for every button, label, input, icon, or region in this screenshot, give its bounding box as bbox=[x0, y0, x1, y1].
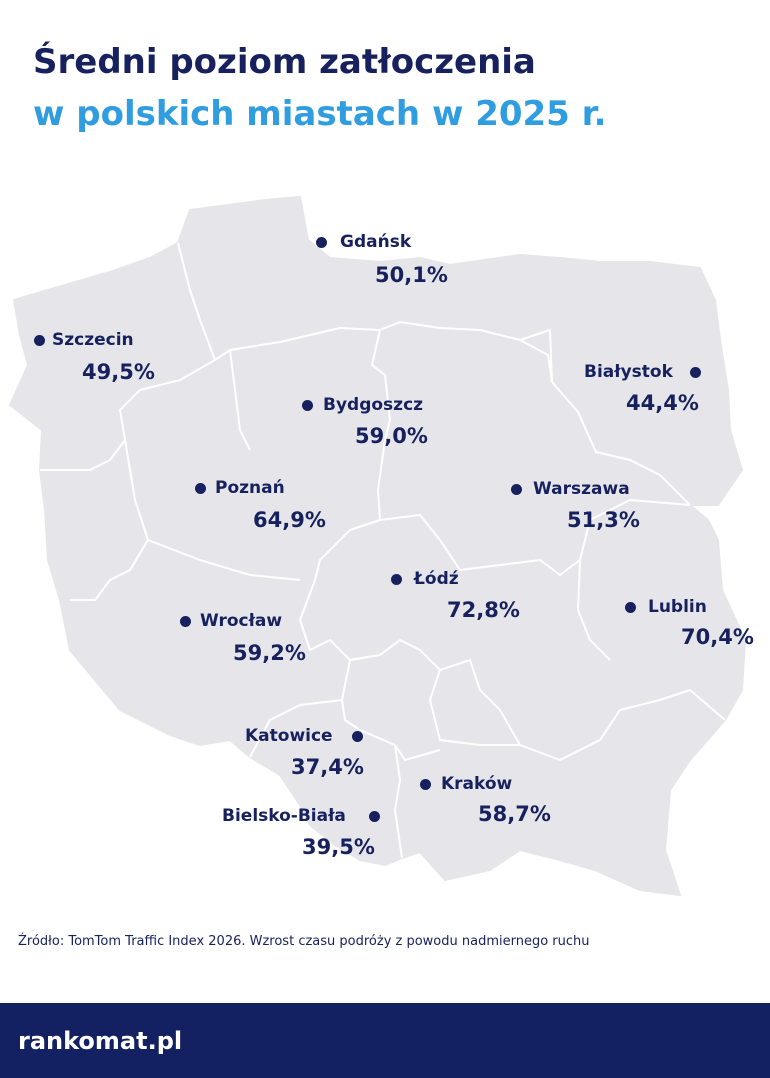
city-marker-lodz bbox=[391, 574, 402, 585]
page-title: Średni poziom zatłoczenia bbox=[33, 42, 536, 82]
city-marker-poznan bbox=[195, 483, 206, 494]
city-marker-bydgoszcz bbox=[302, 400, 313, 411]
city-name-bydgoszcz: Bydgoszcz bbox=[323, 395, 424, 415]
city-value-lodz: 72,8% bbox=[447, 598, 520, 622]
city-value-szczecin: 49,5% bbox=[82, 360, 155, 384]
voivodeship-borders bbox=[40, 242, 726, 859]
footer-bar: rankomat.pl bbox=[0, 1003, 770, 1078]
city-value-bialystok: 44,4% bbox=[626, 391, 699, 415]
city-marker-krakow bbox=[420, 779, 431, 790]
city-marker-lublin bbox=[625, 602, 636, 613]
city-value-bydgoszcz: 59,0% bbox=[355, 424, 428, 448]
city-marker-katowice bbox=[352, 731, 363, 742]
city-marker-wroclaw bbox=[180, 616, 191, 627]
city-name-katowice: Katowice bbox=[245, 726, 333, 746]
city-name-lublin: Lublin bbox=[648, 597, 707, 617]
city-name-lodz: Łódź bbox=[414, 569, 459, 589]
city-marker-szczecin bbox=[34, 335, 45, 346]
city-value-gdansk: 50,1% bbox=[375, 263, 448, 287]
city-name-poznan: Poznań bbox=[215, 478, 285, 498]
city-value-lublin: 70,4% bbox=[681, 625, 754, 649]
city-marker-gdansk bbox=[316, 237, 327, 248]
city-value-warszawa: 51,3% bbox=[567, 508, 640, 532]
city-name-bielsko-biala: Bielsko-Biała bbox=[222, 806, 346, 826]
city-marker-bialystok bbox=[690, 367, 701, 378]
city-name-warszawa: Warszawa bbox=[533, 479, 630, 499]
poland-outline bbox=[8, 195, 747, 897]
city-value-bielsko-biala: 39,5% bbox=[302, 835, 375, 859]
city-name-krakow: Kraków bbox=[441, 774, 513, 794]
city-value-poznan: 64,9% bbox=[253, 508, 326, 532]
city-value-wroclaw: 59,2% bbox=[233, 641, 306, 665]
city-name-wroclaw: Wrocław bbox=[200, 611, 283, 631]
page-subtitle: w polskich miastach w 2025 r. bbox=[33, 94, 607, 134]
city-marker-warszawa bbox=[511, 484, 522, 495]
city-name-szczecin: Szczecin bbox=[52, 330, 134, 350]
city-value-katowice: 37,4% bbox=[291, 755, 364, 779]
city-name-bialystok: Białystok bbox=[584, 362, 673, 382]
brand-logo[interactable]: rankomat.pl bbox=[18, 1027, 183, 1055]
source-note: Źródło: TomTom Traffic Index 2026. Wzros… bbox=[18, 934, 590, 949]
city-marker-bielsko-biala bbox=[369, 811, 380, 822]
city-name-gdansk: Gdańsk bbox=[340, 232, 412, 252]
city-value-krakow: 58,7% bbox=[478, 802, 551, 826]
